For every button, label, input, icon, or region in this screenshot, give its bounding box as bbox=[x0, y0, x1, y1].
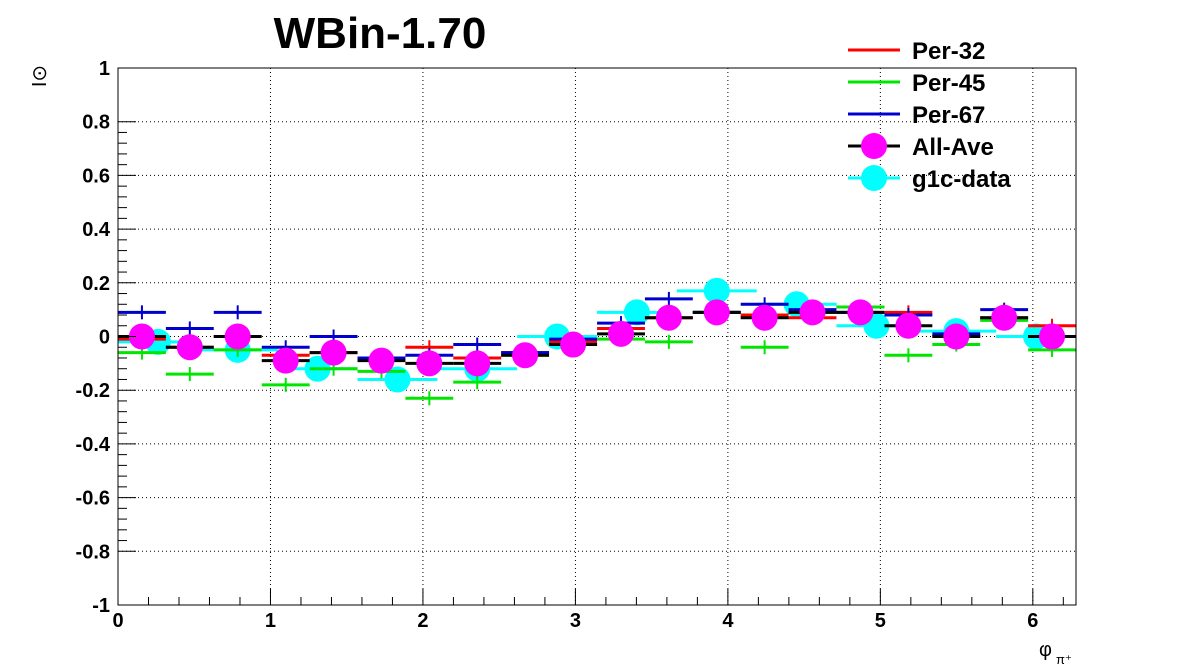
data-point-all-ave bbox=[1039, 323, 1066, 350]
data-point-all-ave bbox=[751, 304, 778, 331]
data-point-all-ave bbox=[847, 299, 874, 326]
tick-labels: 0 1 2 3 4 5 6 -1 -0.8 -0.6 -0.4 -0.2 0 0.2 0.4 0.6 0.8 1 bbox=[76, 58, 1039, 632]
legend-swatch-marker bbox=[861, 133, 887, 159]
data-point-all-ave bbox=[655, 304, 682, 331]
legend-item-all-ave: All-Ave bbox=[848, 133, 994, 161]
legend-swatch-marker bbox=[861, 165, 887, 191]
data-point-all-ave bbox=[799, 299, 826, 326]
y-tick-label: 0.6 bbox=[82, 165, 110, 187]
series-all-ave bbox=[118, 299, 1076, 377]
legend-item-per-32: Per-32 bbox=[848, 38, 985, 65]
data-point-all-ave bbox=[224, 323, 251, 350]
x-tick-label: 2 bbox=[417, 610, 428, 632]
data-point-all-ave bbox=[320, 339, 347, 366]
y-axis-label: I⊙ bbox=[29, 65, 51, 87]
data-point-g1c-data bbox=[703, 277, 730, 304]
legend-item-per-67: Per-67 bbox=[848, 102, 985, 129]
y-tick-label: 1 bbox=[99, 58, 110, 80]
data-point-all-ave bbox=[895, 312, 922, 339]
data-point-all-ave bbox=[464, 350, 491, 377]
data-point-all-ave bbox=[560, 331, 587, 358]
x-tick-label: 0 bbox=[112, 610, 123, 632]
x-tick-label: 1 bbox=[265, 610, 276, 632]
x-tick-label: 6 bbox=[1027, 610, 1038, 632]
legend: Per-32 Per-45 Per-67 All-Ave g1c-data bbox=[848, 38, 1011, 193]
x-tick-label: 3 bbox=[570, 610, 581, 632]
x-axis-label-sub: π⁺ bbox=[1056, 652, 1072, 667]
data-point-all-ave bbox=[991, 304, 1018, 331]
chart-title: WBin-1.70 bbox=[274, 9, 487, 58]
data-point-all-ave bbox=[703, 299, 730, 326]
legend-label: g1c-data bbox=[912, 166, 1011, 193]
legend-label: Per-67 bbox=[912, 102, 985, 129]
y-tick-label: -0.8 bbox=[76, 541, 110, 563]
series-layer bbox=[118, 277, 1076, 406]
legend-item-g1c-data: g1c-data bbox=[848, 165, 1011, 193]
data-point-all-ave bbox=[943, 323, 970, 350]
x-tick-label: 4 bbox=[722, 610, 734, 632]
x-axis-label-main: φ bbox=[1039, 639, 1052, 661]
axis-ticks bbox=[117, 67, 1064, 606]
data-point-all-ave bbox=[176, 334, 203, 361]
legend-label: Per-45 bbox=[912, 70, 985, 97]
y-tick-label: -0.4 bbox=[76, 434, 111, 456]
y-tick-label: -0.6 bbox=[76, 488, 110, 510]
legend-label: Per-32 bbox=[912, 38, 985, 65]
data-point-g1c-data bbox=[384, 366, 411, 393]
data-point-all-ave bbox=[416, 350, 443, 377]
y-tick-label: 0.4 bbox=[82, 219, 111, 241]
data-point-all-ave bbox=[512, 342, 539, 369]
y-tick-label: 0 bbox=[99, 327, 110, 349]
data-point-g1c-data bbox=[623, 299, 650, 326]
data-point-all-ave bbox=[368, 347, 395, 374]
y-tick-label: -1 bbox=[92, 595, 110, 617]
x-tick-label: 5 bbox=[875, 610, 886, 632]
y-tick-label: -0.2 bbox=[76, 380, 110, 402]
legend-label: All-Ave bbox=[912, 134, 994, 161]
data-point-all-ave bbox=[607, 320, 634, 347]
y-tick-label: 0.8 bbox=[82, 112, 110, 134]
y-tick-label: 0.2 bbox=[82, 273, 110, 295]
data-point-all-ave bbox=[272, 347, 299, 374]
x-axis-label: φ π⁺ bbox=[1039, 639, 1072, 667]
legend-item-per-45: Per-45 bbox=[848, 70, 985, 97]
data-point-all-ave bbox=[128, 323, 155, 350]
